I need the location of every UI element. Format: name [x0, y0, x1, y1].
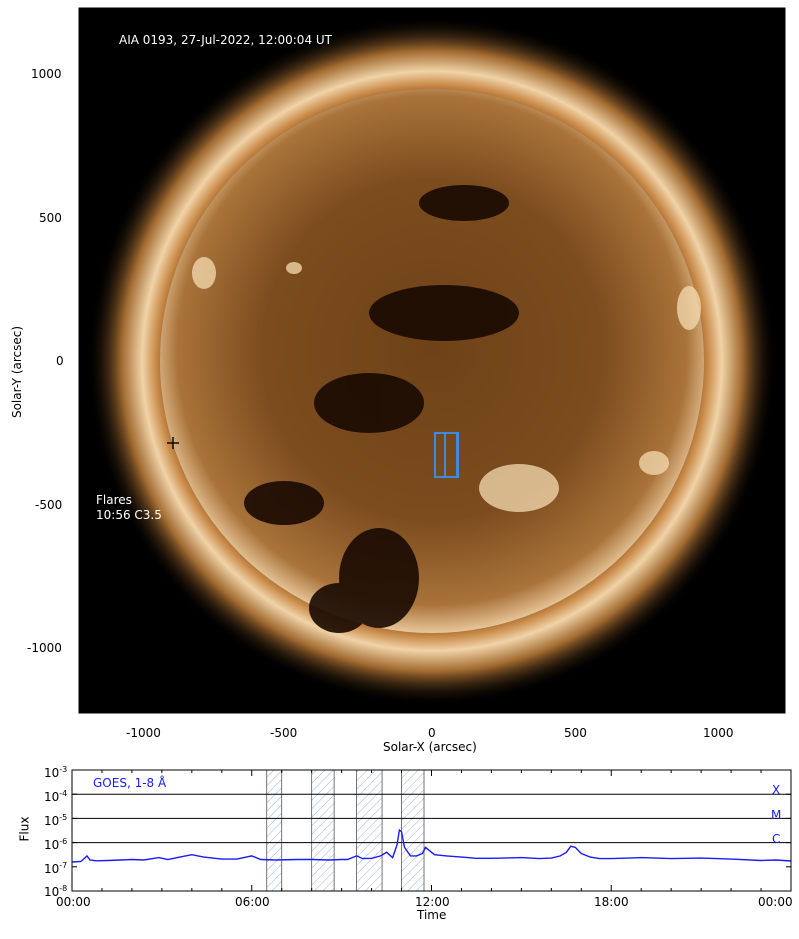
observation-window	[356, 769, 383, 892]
time-tick-label: 00:00	[758, 895, 793, 909]
observation-window	[266, 769, 283, 892]
y-tick-label: 1000	[31, 67, 62, 81]
x-tick-label: 1000	[703, 726, 734, 740]
flux-tick-label: 10-8	[44, 884, 68, 899]
x-tick-label: 500	[564, 726, 587, 740]
flux-tick-label: 10-6	[44, 837, 68, 852]
active-regions	[192, 257, 701, 512]
goes-flux-line	[71, 828, 792, 863]
flares-heading: Flares	[96, 493, 132, 507]
flare-marker	[167, 437, 179, 449]
y-tick-label: 500	[39, 211, 62, 225]
class-label-c: C	[772, 832, 781, 846]
y-tick-label: -500	[35, 498, 63, 512]
y-tick-label: -1000	[27, 641, 62, 655]
class-label-m: M	[771, 808, 782, 822]
goes-series-label: GOES, 1-8 Å	[93, 776, 167, 790]
x-tick-label: 0	[428, 726, 436, 740]
flux-tick-label: 10-5	[44, 813, 68, 828]
x-tick-label: -1000	[126, 726, 161, 740]
image-title: AIA 0193, 27-Jul-2022, 12:00:04 UT	[119, 33, 333, 47]
observation-window	[311, 769, 335, 892]
x-tick-label: -500	[270, 726, 298, 740]
observation-window	[401, 769, 425, 892]
time-tick-label: 06:00	[235, 895, 270, 909]
solar-image[interactable]: AIA 0193, 27-Jul-2022, 12:00:04 UT Flare…	[79, 8, 785, 713]
roi-boxes	[434, 432, 459, 478]
flux-tick-label: 10-3	[44, 765, 68, 780]
time-tick-label: 12:00	[415, 895, 450, 909]
flare-list: Flares 10:56 C3.5	[96, 493, 162, 523]
time-tick-label: 00:00	[56, 895, 91, 909]
flux-tick-label: 10-7	[44, 861, 68, 876]
y-tick-label: 0	[56, 354, 64, 368]
flux-tick-label: 10-4	[44, 789, 68, 804]
flare-entry: 10:56 C3.5	[96, 508, 162, 522]
class-label-x: X	[772, 783, 781, 797]
flux-axis-title: Flux	[17, 816, 32, 842]
coronal-holes	[244, 185, 519, 633]
time-tick-label: 18:00	[594, 895, 629, 909]
solar-disk-svg	[87, 16, 777, 706]
time-axis-title: Time	[417, 908, 447, 922]
x-axis-title: Solar-X (arcsec)	[383, 740, 477, 754]
